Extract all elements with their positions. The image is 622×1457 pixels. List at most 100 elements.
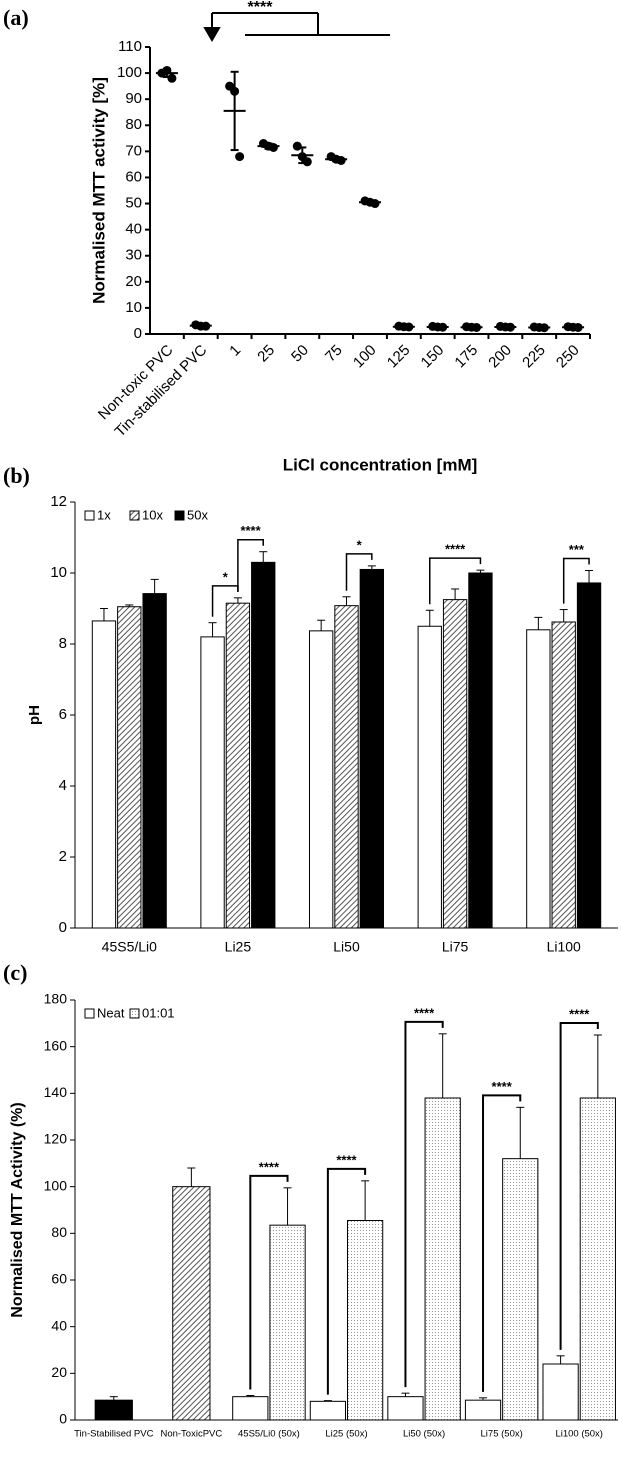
bar (442, 599, 468, 929)
y-tick-label: 6 (59, 706, 67, 723)
data-point (167, 73, 177, 83)
significance-bracket (404, 1020, 444, 1388)
bar (359, 568, 385, 929)
bar (542, 1363, 579, 1421)
bar (232, 1396, 269, 1421)
x-axis-label: LiCl concentration [mM] (283, 455, 478, 474)
y-tick-label: 12 (50, 493, 67, 510)
bar (387, 1396, 424, 1421)
x-tick-label: 175 (451, 342, 481, 372)
significance-label: *** (569, 542, 585, 557)
y-axis-label: pH (26, 705, 43, 725)
y-tick-label: 120 (44, 1131, 68, 1147)
x-tick-label: 50 (288, 342, 312, 366)
bar (91, 620, 117, 929)
legend-swatch (174, 510, 185, 521)
significance-bracket (249, 1174, 289, 1390)
x-tick-label: 45S5/Li0 (50x) (238, 1429, 300, 1440)
y-tick-label: 0 (59, 1411, 67, 1427)
y-tick-label: 2 (59, 848, 67, 865)
y-tick-label: 60 (51, 1271, 67, 1287)
bar (308, 630, 334, 929)
legend-swatch (84, 1008, 95, 1019)
legend-label: 1x (97, 507, 111, 522)
x-tick-label: Li25 (225, 939, 252, 955)
y-tick-label: 10 (50, 564, 67, 581)
legend-label: 01:01 (142, 1005, 175, 1020)
significance-bracket (345, 553, 373, 591)
y-tick-label: 10 (125, 299, 142, 316)
bar (225, 602, 251, 929)
bar (526, 629, 551, 929)
x-tick-label: Li100 (547, 939, 581, 955)
significance-label: **** (445, 542, 466, 557)
y-tick-label: 60 (125, 168, 142, 185)
x-tick-label: Non-ToxicPVC (160, 1429, 222, 1440)
panel-label: (a) (3, 5, 29, 30)
y-tick-label: 50 (125, 195, 142, 212)
bar (424, 1097, 461, 1421)
x-tick-label: 45S5/Li0 (102, 939, 157, 955)
y-tick-label: 100 (117, 64, 142, 81)
y-axis-label: Normalised MTT Activity (%) (9, 1102, 26, 1317)
legend-swatch (129, 510, 140, 521)
bar (172, 1186, 211, 1421)
legend-swatch (129, 1008, 140, 1019)
panel-label: (b) (3, 463, 30, 488)
y-tick-label: 90 (125, 90, 142, 107)
significance-label: **** (248, 0, 274, 16)
y-tick-label: 80 (51, 1224, 67, 1240)
bar (502, 1158, 539, 1421)
x-tick-label: Li50 (333, 939, 360, 955)
x-tick-label: Li100 (50x) (555, 1429, 603, 1440)
y-tick-label: 100 (44, 1177, 68, 1193)
y-tick-label: 4 (59, 777, 67, 794)
bar (200, 636, 225, 929)
significance-label: **** (569, 1006, 590, 1021)
significance-bracket (326, 1167, 367, 1395)
y-tick-label: 110 (118, 38, 142, 55)
y-tick-label: 20 (125, 273, 142, 290)
bar (117, 606, 142, 929)
x-tick-label: 75 (322, 342, 346, 366)
significance-label: **** (414, 1005, 435, 1020)
significance-label: * (223, 569, 229, 584)
y-tick-label: 140 (44, 1084, 68, 1100)
significance-label: **** (336, 1152, 357, 1167)
y-tick-label: 80 (125, 116, 142, 133)
bar (464, 1399, 502, 1421)
y-tick-label: 160 (44, 1037, 68, 1053)
bar (576, 582, 602, 929)
data-point (292, 141, 302, 151)
bar (417, 625, 442, 929)
bar (334, 605, 359, 929)
x-tick-label: 200 (485, 342, 515, 372)
y-tick-label: 30 (125, 247, 142, 264)
legend-label: Neat (97, 1005, 125, 1020)
y-tick-label: 40 (125, 221, 142, 238)
x-tick-label: 225 (519, 342, 549, 372)
x-tick-label: 125 (384, 342, 414, 372)
legend-swatch (84, 510, 95, 521)
significance-bracket (237, 538, 264, 592)
significance-label: **** (492, 1079, 513, 1094)
data-point (302, 157, 312, 167)
significance-bracket (559, 1022, 599, 1350)
y-tick-label: 0 (59, 919, 67, 936)
y-tick-label: 20 (51, 1364, 67, 1380)
significance-bracket (482, 1094, 522, 1392)
x-tick-label: 100 (350, 342, 380, 372)
bar (579, 1097, 616, 1421)
data-point (235, 152, 245, 162)
significance-label: **** (259, 1159, 280, 1174)
y-tick-label: 70 (125, 142, 142, 159)
significance-bracket (429, 557, 482, 605)
legend-label: 50x (187, 507, 208, 522)
y-tick-label: 180 (44, 991, 68, 1007)
bar (309, 1400, 347, 1421)
bar (142, 593, 167, 929)
y-axis-label: Normalised MTT activity [%] (89, 77, 108, 304)
x-tick-label: Li25 (50x) (325, 1429, 367, 1440)
x-tick-label: 250 (553, 342, 583, 372)
